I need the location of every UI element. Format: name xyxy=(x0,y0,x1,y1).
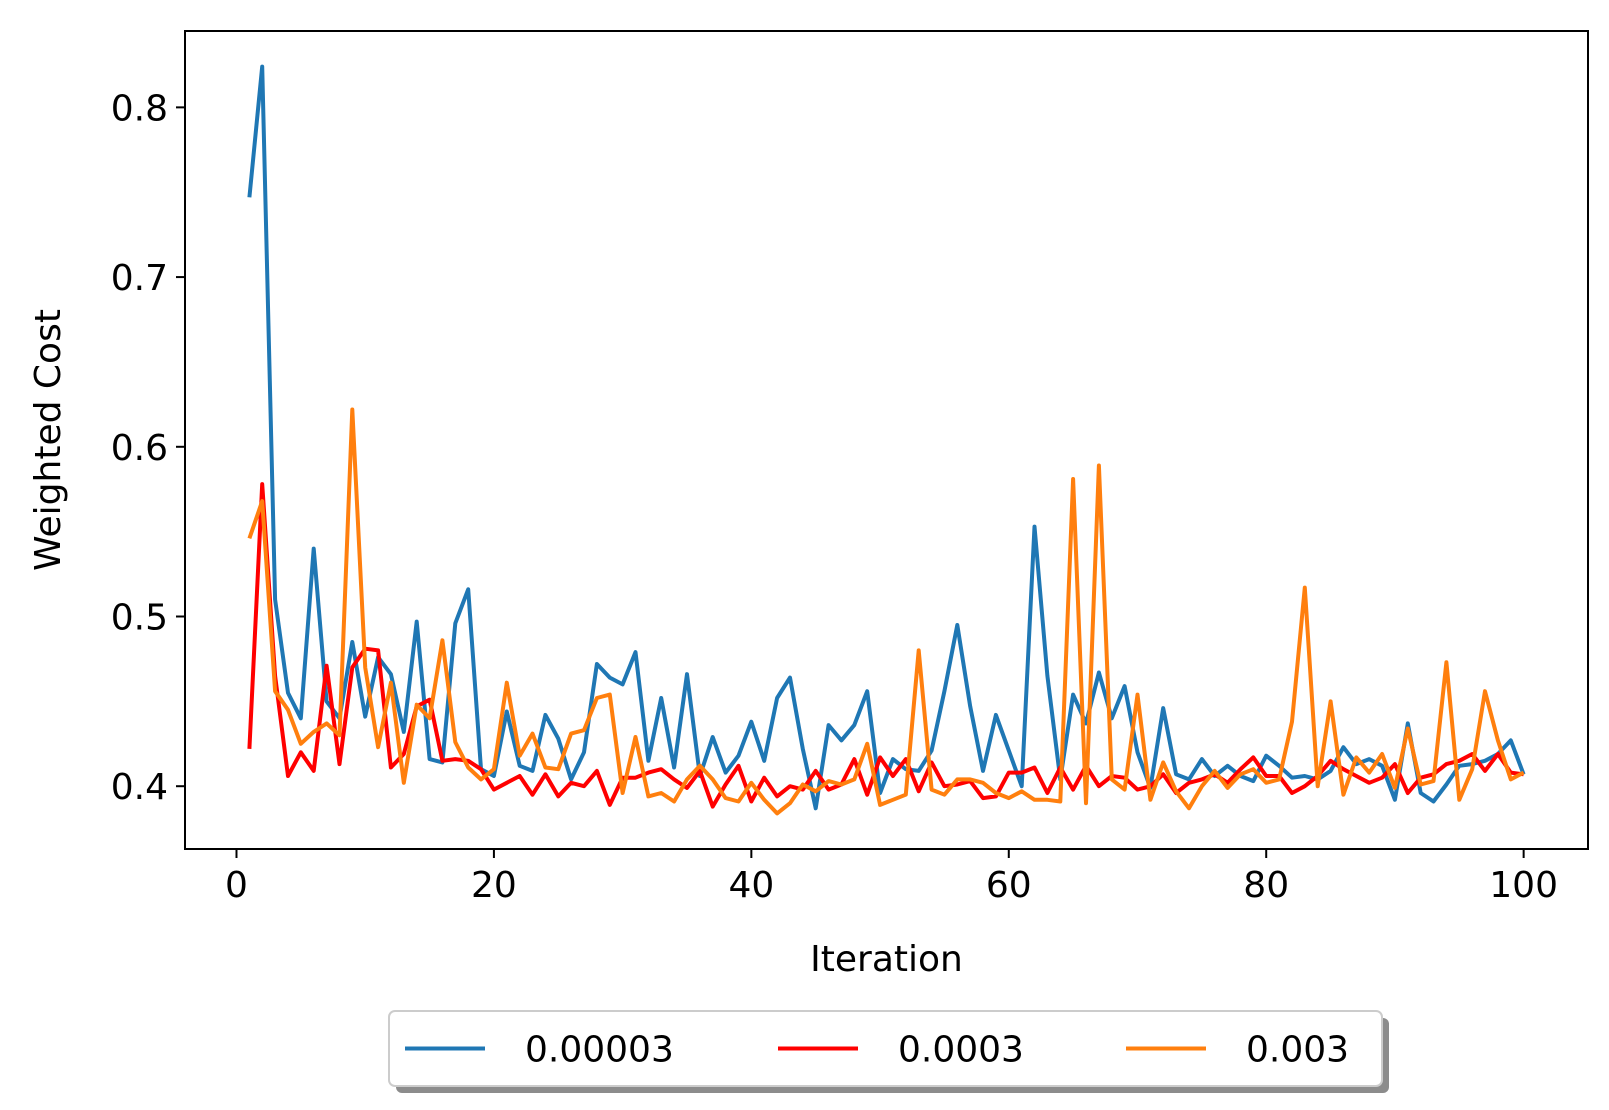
legend-box xyxy=(388,1010,1383,1087)
legend: 0.00003 0.0003 0.003 xyxy=(388,1010,1389,1093)
x-tick-label: 100 xyxy=(1489,865,1558,906)
y-axis-label: Weighted Cost xyxy=(28,309,69,571)
y-tick-label: 0.6 xyxy=(111,428,168,469)
plot-frame xyxy=(184,30,1589,850)
legend-label: 0.003 xyxy=(1246,1030,1349,1071)
series-layer xyxy=(247,64,1526,816)
y-tick-label: 0.4 xyxy=(111,767,168,808)
x-tick-label: 80 xyxy=(1243,865,1289,906)
x-tick-label: 40 xyxy=(728,865,774,906)
series-line-1 xyxy=(247,482,1524,809)
legend-label: 0.0003 xyxy=(898,1030,1024,1071)
x-tick-label: 0 xyxy=(225,865,248,906)
x-tick-label: 20 xyxy=(471,865,517,906)
y-tick-label: 0.7 xyxy=(111,258,168,299)
y-tick-label: 0.5 xyxy=(111,597,168,638)
series-line-2 xyxy=(247,407,1525,816)
series-line-0 xyxy=(247,64,1526,811)
x-axis-label: Iteration xyxy=(810,939,963,980)
legend-label: 0.00003 xyxy=(525,1030,674,1071)
y-tick-label: 0.8 xyxy=(111,88,168,129)
x-axis: 0 20 40 60 80 100 xyxy=(225,849,1558,906)
y-axis: 0.4 0.5 0.6 0.7 0.8 xyxy=(111,88,185,808)
x-tick-label: 60 xyxy=(986,865,1032,906)
